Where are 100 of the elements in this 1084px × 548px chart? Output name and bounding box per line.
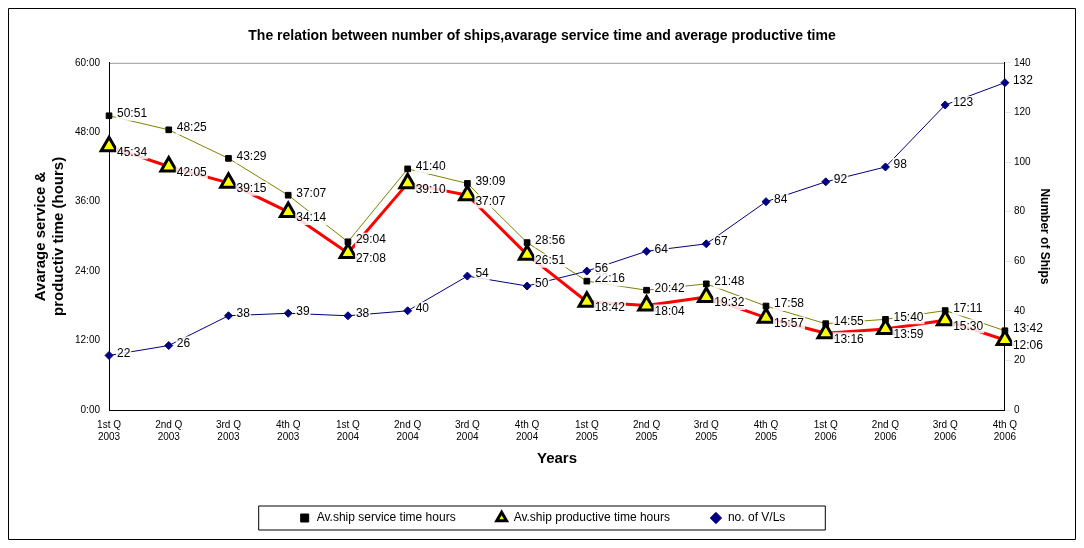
point: [462, 271, 472, 281]
data-label: 22:16: [594, 271, 626, 286]
data-label: 43:29: [236, 148, 267, 163]
y-axis-title: Avarage service & productiv time (hours): [31, 156, 67, 316]
y-tick-label: 36:00: [74, 195, 101, 207]
data-label: 39: [296, 303, 310, 318]
data-label: 56: [594, 261, 609, 276]
y2-tick-label: 120: [1013, 106, 1032, 118]
x-tick-label: 2nd Q 2004: [394, 418, 422, 442]
y2-tick-label: 80: [1013, 205, 1026, 217]
data-label: 18:04: [654, 303, 685, 318]
point: [343, 311, 353, 321]
data-label: 34:14: [296, 210, 327, 225]
data-label: 48:25: [176, 120, 208, 135]
data-label: 38: [355, 306, 370, 321]
y2-tick-label: 140: [1013, 56, 1032, 68]
point: [761, 197, 771, 207]
chart-title: The relation between number of ships,avarage service time and average productive time: [248, 27, 836, 44]
data-label: 13:42: [1012, 321, 1044, 336]
data-label: 39:15: [236, 181, 267, 196]
data-label: 37:07: [296, 185, 327, 200]
x-tick-label: 1st Q 2006: [813, 418, 838, 442]
data-label: 12:06: [1012, 338, 1044, 353]
point: [940, 100, 950, 110]
data-label: 37:07: [475, 193, 506, 208]
point: [582, 266, 592, 276]
data-label: 67: [714, 234, 728, 249]
y2-tick-label: 60: [1013, 254, 1026, 266]
x-tick-label: 2nd Q 2003: [155, 418, 183, 442]
x-tick-label: 4th Q 2003: [275, 418, 301, 442]
x-tick-label: 3rd Q 2003: [215, 418, 242, 442]
data-label: 54: [475, 266, 490, 281]
data-label: 15:40: [893, 309, 924, 324]
data-label: 84: [774, 191, 788, 206]
point: [701, 239, 711, 249]
data-label: 18:42: [594, 300, 626, 315]
legend-label: no. of V/Ls: [727, 510, 786, 525]
data-label: 13:16: [833, 331, 865, 346]
data-label: 14:55: [833, 313, 865, 328]
data-label: 26:51: [535, 252, 566, 267]
point: [104, 350, 114, 360]
point: [821, 177, 831, 187]
data-label: 50: [535, 276, 549, 291]
y2-tick-label: 0: [1013, 403, 1020, 415]
x-tick-label: 3rd Q 2005: [693, 418, 720, 442]
point: [522, 281, 532, 291]
data-label: 123: [953, 95, 974, 110]
y2-tick-label: 40: [1013, 304, 1026, 316]
x-axis-title: Years: [536, 449, 577, 467]
data-label: 22: [117, 345, 131, 360]
x-tick-label: 3rd Q 2006: [932, 418, 958, 442]
data-label: 21:48: [714, 274, 745, 289]
data-label: 39:09: [475, 173, 506, 188]
x-tick-label: 3rd Q 2004: [454, 418, 481, 442]
data-label: 39:10: [415, 181, 447, 196]
data-label: 40: [415, 301, 430, 316]
data-label: 132: [1012, 72, 1034, 87]
x-tick-label: 1st Q 2003: [97, 418, 122, 442]
data-label: 42:05: [176, 164, 208, 179]
y-tick-label: 12:00: [74, 334, 101, 346]
data-label: 41:40: [415, 159, 447, 174]
data-label: 38: [236, 306, 251, 321]
data-label: 28:56: [535, 232, 566, 247]
data-label: 50:51: [117, 106, 148, 121]
data-label: 26: [176, 335, 191, 350]
data-label: 98: [893, 157, 908, 172]
point: [164, 341, 174, 351]
point: [283, 308, 293, 318]
data-label: 27:08: [355, 251, 387, 266]
point: [403, 306, 413, 316]
data-label: 29:04: [355, 232, 387, 247]
data-label: 19:32: [714, 295, 745, 310]
y-tick-label: 0:00: [80, 403, 101, 415]
data-label: 15:57: [774, 316, 805, 331]
y2-tick-label: 100: [1013, 155, 1032, 167]
data-label: 15:30: [953, 318, 984, 333]
y-tick-label: 24:00: [74, 264, 101, 276]
point: [880, 162, 890, 172]
data-label: 13:59: [893, 327, 924, 342]
x-tick-label: 4th Q 2006: [992, 418, 1018, 442]
data-label: 92: [833, 172, 848, 187]
point: [642, 246, 652, 256]
x-tick-label: 4th Q 2005: [753, 418, 779, 442]
legend-label: Av.ship service time hours: [316, 510, 456, 525]
y-tick-label: 60:00: [74, 56, 101, 68]
x-tick-label: 1st Q 2004: [335, 418, 361, 442]
data-label: 64: [654, 241, 669, 256]
x-tick-label: 2nd Q 2005: [632, 418, 661, 442]
x-tick-label: 4th Q 2004: [514, 418, 540, 442]
legend-label: Av.ship productive time hours: [513, 510, 670, 525]
data-label: 17:11: [953, 300, 983, 315]
y2-tick-label: 20: [1013, 354, 1026, 366]
x-tick-label: 2nd Q 2006: [871, 418, 900, 442]
y-tick-label: 48:00: [74, 125, 101, 137]
data-label: 20:42: [654, 280, 685, 295]
x-tick-label: 1st Q 2005: [574, 418, 599, 442]
data-label: 45:34: [117, 144, 148, 159]
y2-axis-title: Number of Ships: [1038, 188, 1053, 285]
point: [223, 311, 233, 321]
point: [1000, 78, 1010, 88]
